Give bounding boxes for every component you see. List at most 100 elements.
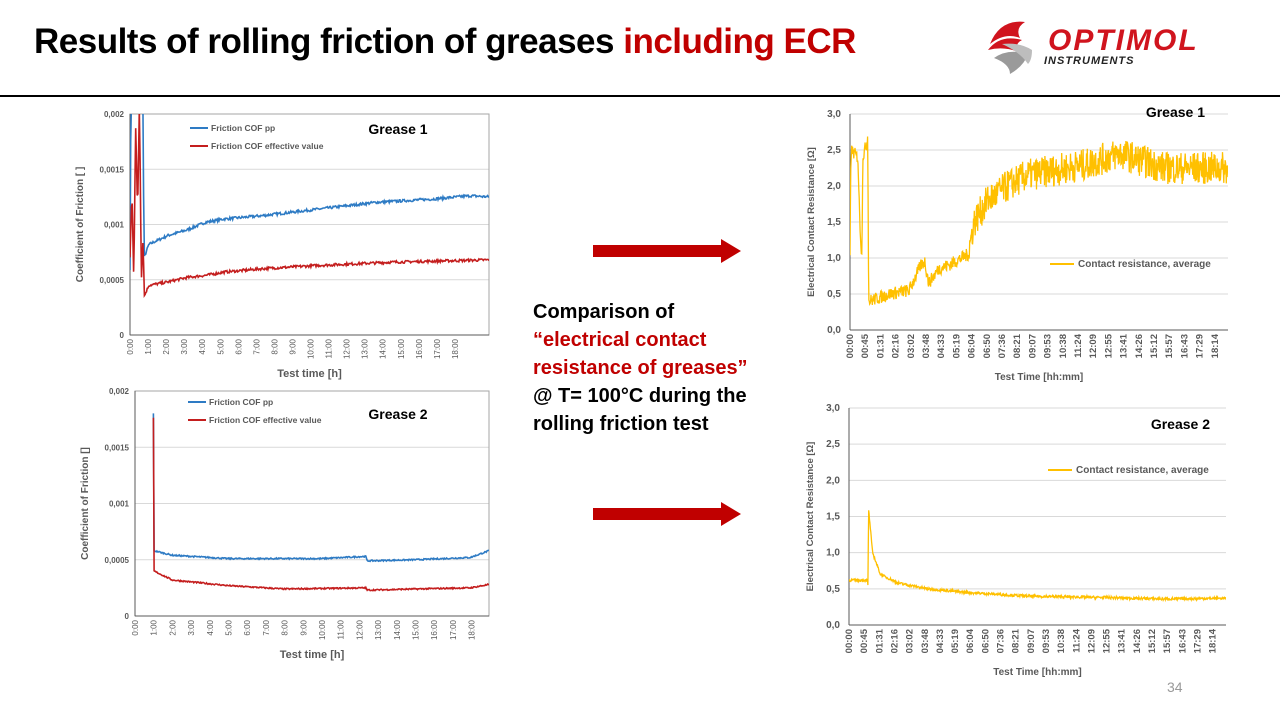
series-line-2 <box>130 114 489 298</box>
x-tick-label: 00:45 <box>859 628 870 653</box>
y-tick-label: 0 <box>125 612 130 621</box>
x-tick-label: 1:00 <box>144 338 153 354</box>
x-tick-label: 10:38 <box>1058 334 1069 358</box>
x-axis-label: Test Time [hh:mm] <box>993 667 1082 678</box>
y-tick-label: 0,0 <box>826 620 840 631</box>
x-tick-label: 18:14 <box>1210 333 1221 358</box>
x-tick-label: 01:31 <box>875 333 886 358</box>
x-tick-label: 16:00 <box>415 338 424 359</box>
x-tick-label: 5:00 <box>216 338 225 354</box>
x-tick-label: 11:24 <box>1073 333 1084 357</box>
x-tick-label: 6:00 <box>234 338 243 354</box>
y-tick-label: 1,0 <box>826 548 840 559</box>
series-line-1 <box>849 510 1226 603</box>
x-tick-label: 00:45 <box>860 333 871 358</box>
y-tick-label: 0,001 <box>104 221 125 230</box>
comparison-line1: Comparison of <box>533 301 675 323</box>
y-tick-label: 0,0005 <box>100 276 125 285</box>
x-tick-label: 03:02 <box>906 334 917 358</box>
x-tick-label: 04:33 <box>936 334 947 358</box>
svg-text:INSTRUMENTS: INSTRUMENTS <box>1044 55 1134 67</box>
chart-title: Grease 2 <box>368 406 427 422</box>
x-tick-label: 02:16 <box>891 334 902 358</box>
x-tick-label: 15:57 <box>1164 334 1175 358</box>
chart-title: Grease 1 <box>1146 104 1205 120</box>
x-axis-label: Test time [h] <box>280 649 345 661</box>
x-tick-label: 16:43 <box>1177 629 1188 653</box>
x-tick-label: 10:00 <box>307 338 316 359</box>
y-tick-label: 0,002 <box>109 387 130 396</box>
x-tick-label: 2:00 <box>168 619 177 635</box>
x-tick-label: 12:00 <box>343 338 352 359</box>
x-tick-label: 15:12 <box>1149 334 1160 358</box>
y-tick-label: 0,002 <box>104 110 125 119</box>
y-tick-label: 0,0015 <box>105 443 130 452</box>
chart-title: Grease 1 <box>368 121 427 137</box>
x-tick-label: 18:14 <box>1208 628 1219 653</box>
x-tick-label: 15:57 <box>1162 629 1173 653</box>
x-tick-label: 17:29 <box>1192 629 1203 653</box>
y-tick-label: 2,0 <box>826 475 840 486</box>
y-tick-label: 0,5 <box>826 584 840 595</box>
x-tick-label: 6:00 <box>243 619 252 635</box>
legend-label: Contact resistance, average <box>1078 259 1211 270</box>
slide-title: Results of rolling friction of greases i… <box>34 22 856 62</box>
legend-label: Contact resistance, average <box>1076 465 1209 476</box>
x-tick-label: 10:38 <box>1056 629 1067 653</box>
x-tick-label: 03:48 <box>920 629 931 653</box>
x-tick-label: 8:00 <box>281 619 290 635</box>
comparison-text: Comparison of “electrical contact resist… <box>533 298 793 438</box>
chart-title: Grease 2 <box>1151 416 1210 432</box>
y-tick-label: 3,0 <box>827 109 841 120</box>
x-tick-label: 1:00 <box>150 619 159 635</box>
x-tick-label: 13:41 <box>1119 333 1130 358</box>
legend-label: Friction COF pp <box>211 123 275 133</box>
x-tick-label: 15:12 <box>1147 629 1158 653</box>
x-tick-label: 12:09 <box>1086 629 1097 653</box>
x-tick-label: 10:00 <box>318 619 327 640</box>
y-axis-label: Electrical Contact Resistance [Ω] <box>806 147 817 297</box>
x-tick-label: 4:00 <box>198 338 207 354</box>
x-tick-label: 8:00 <box>270 338 279 354</box>
x-tick-label: 12:09 <box>1088 334 1099 358</box>
x-tick-label: 4:00 <box>206 619 215 635</box>
x-tick-label: 09:07 <box>1027 334 1038 358</box>
x-tick-label: 15:00 <box>412 619 421 640</box>
arrow-right-icon <box>593 502 741 526</box>
y-tick-label: 1,0 <box>827 253 841 264</box>
x-tick-label: 02:16 <box>889 629 900 653</box>
x-tick-label: 0:00 <box>126 338 135 354</box>
y-axis-label: Electrical Contact Resistance [Ω] <box>805 442 816 592</box>
x-tick-label: 5:00 <box>225 619 234 635</box>
legend-label: Friction COF pp <box>209 397 273 407</box>
comparison-line3: @ T= 100°C during the rolling friction t… <box>533 385 747 435</box>
x-tick-label: 9:00 <box>288 338 297 354</box>
x-tick-label: 12:55 <box>1102 628 1113 653</box>
x-tick-label: 18:00 <box>468 619 477 640</box>
y-tick-label: 0,0005 <box>105 556 130 565</box>
title-text: Results of rolling friction of greases <box>34 22 624 61</box>
x-tick-label: 09:53 <box>1043 334 1054 358</box>
y-tick-label: 2,5 <box>826 439 840 450</box>
x-tick-label: 06:50 <box>980 629 991 653</box>
x-tick-label: 07:36 <box>997 334 1008 358</box>
x-tick-label: 08:21 <box>1011 628 1022 653</box>
x-tick-label: 13:00 <box>374 619 383 640</box>
x-tick-label: 14:00 <box>379 338 388 359</box>
x-tick-label: 16:00 <box>430 619 439 640</box>
x-tick-label: 11:00 <box>337 619 346 639</box>
y-tick-label: 1,5 <box>826 512 840 523</box>
x-tick-label: 14:00 <box>393 619 402 640</box>
x-tick-label: 00:00 <box>845 334 856 358</box>
x-tick-label: 17:29 <box>1195 334 1206 358</box>
series-line-1 <box>130 114 489 271</box>
y-axis-label: Coefficient of Friction [ ] <box>75 167 86 283</box>
x-tick-label: 04:33 <box>935 629 946 653</box>
x-tick-label: 0:00 <box>131 619 140 635</box>
y-tick-label: 2,5 <box>827 145 841 156</box>
x-tick-label: 14:26 <box>1132 629 1143 653</box>
x-tick-label: 00:00 <box>844 629 855 653</box>
x-tick-label: 18:00 <box>451 338 460 359</box>
